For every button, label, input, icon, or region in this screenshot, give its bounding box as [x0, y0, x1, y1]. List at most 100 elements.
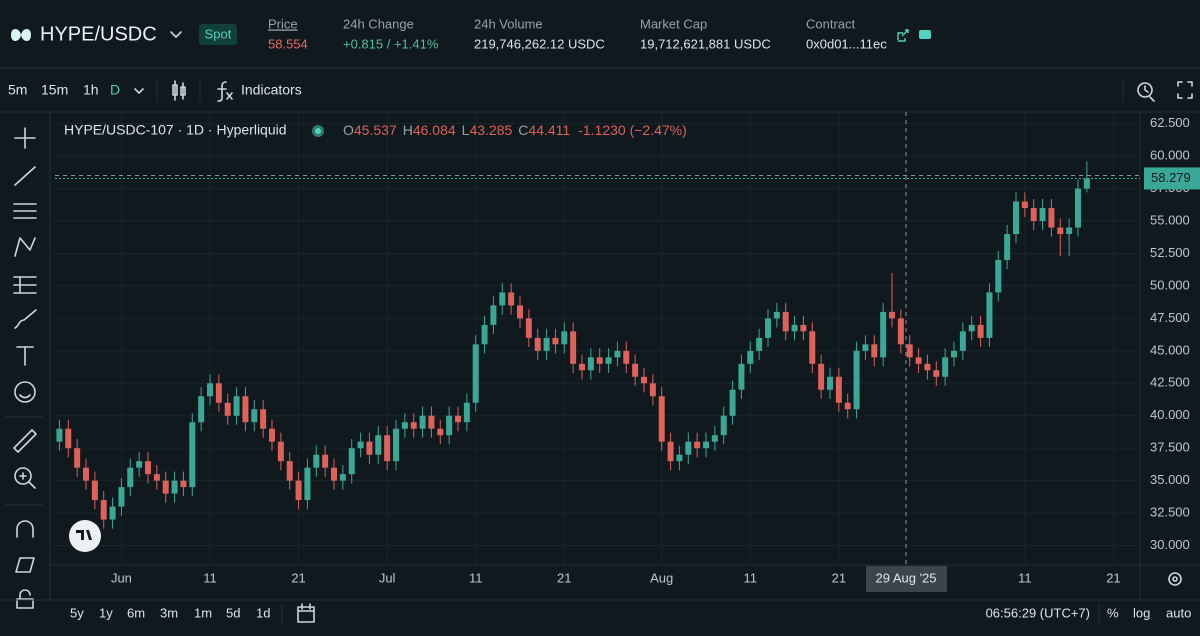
- y-tick-label: 32.500: [1150, 505, 1190, 520]
- candle-body: [490, 305, 497, 325]
- forecast-tool[interactable]: [13, 276, 37, 294]
- emoji-tool[interactable]: [14, 381, 36, 403]
- indicators-button[interactable]: Indicators: [241, 82, 302, 98]
- candle-body: [153, 474, 160, 481]
- x-tick-label: 21: [291, 570, 305, 585]
- chart-type-icon[interactable]: [172, 80, 186, 101]
- candle-body: [614, 350, 621, 358]
- chart-legend-title: HYPE/USDC-107 · 1D · Hyperliquid: [64, 122, 287, 138]
- fib-tool[interactable]: [13, 203, 37, 219]
- y-tick-label: 62.500: [1150, 115, 1190, 130]
- auto-toggle[interactable]: auto: [1166, 605, 1191, 620]
- candle-body: [339, 474, 346, 481]
- candle-body: [74, 448, 81, 468]
- external-link-icon[interactable]: [897, 29, 909, 42]
- clock[interactable]: 06:56:29 (UTC+7): [986, 605, 1090, 620]
- stat-label: Contract: [806, 16, 856, 31]
- candle-body: [676, 454, 683, 462]
- crosshair-tool[interactable]: [14, 127, 36, 149]
- range-button[interactable]: 5d: [226, 605, 240, 620]
- candle-body: [1030, 208, 1037, 222]
- candle-body: [472, 344, 479, 403]
- settings-icon[interactable]: [1168, 572, 1182, 586]
- range-button[interactable]: 1m: [194, 605, 212, 620]
- candle-body: [56, 428, 63, 442]
- stat-value[interactable]: 0x0d01...11ec: [806, 36, 887, 51]
- y-tick-label: 40.000: [1150, 407, 1190, 422]
- candle-body: [933, 370, 940, 377]
- candle-body: [224, 402, 231, 416]
- interval[interactable]: 15m: [41, 82, 68, 98]
- candle-body: [65, 428, 72, 449]
- pattern-tool[interactable]: [14, 237, 36, 257]
- wallet-icon[interactable]: [919, 30, 931, 39]
- interval[interactable]: 5m: [8, 82, 27, 98]
- candle-body: [171, 480, 178, 494]
- zoom-tool[interactable]: [14, 467, 36, 489]
- candle-body: [720, 415, 727, 436]
- percent-toggle[interactable]: %: [1107, 605, 1119, 620]
- range-button[interactable]: 1d: [256, 605, 270, 620]
- candle-body: [277, 441, 284, 462]
- ohlc-legend: O45.537 H46.084 L43.285 C44.411 -1.1230 (−2.…: [343, 122, 687, 138]
- candle-body: [782, 311, 789, 332]
- candle-body: [995, 259, 1002, 293]
- ohlc-change: -1.1230 (−2.47%): [578, 122, 687, 138]
- candle-body: [906, 344, 913, 358]
- pair-name[interactable]: HYPE/USDC: [40, 23, 157, 45]
- interval[interactable]: 1h: [83, 82, 99, 98]
- candle-body: [800, 324, 807, 332]
- goto-date-icon[interactable]: [297, 603, 315, 623]
- tradingview-logo[interactable]: [69, 520, 101, 552]
- interval-chevron[interactable]: [134, 88, 144, 94]
- crosshair-date: 29 Aug '25: [875, 570, 936, 585]
- x-tick-label: 11: [469, 570, 483, 585]
- ruler-tool[interactable]: [13, 429, 37, 453]
- ohlc-key: O: [343, 122, 354, 138]
- interval-active[interactable]: D: [110, 82, 120, 98]
- candle-body: [570, 331, 577, 364]
- ohlc-key: L: [462, 122, 470, 138]
- fullscreen-icon[interactable]: [1177, 81, 1193, 99]
- magnet-tool[interactable]: [16, 520, 34, 538]
- lock-draw-tool[interactable]: [15, 557, 35, 573]
- trendline-tool[interactable]: [14, 166, 36, 186]
- candle-body: [1048, 208, 1055, 228]
- range-button[interactable]: 5y: [70, 605, 84, 620]
- range-button[interactable]: 1y: [99, 605, 113, 620]
- brush-tool[interactable]: [14, 309, 37, 329]
- log-toggle[interactable]: log: [1133, 605, 1150, 620]
- x-tick-label: Jul: [379, 570, 396, 585]
- candle-body: [747, 350, 754, 364]
- candle-body: [658, 396, 665, 442]
- y-tick-label: 35.000: [1150, 472, 1190, 487]
- logo: [11, 28, 31, 42]
- stat-label: 24h Volume: [474, 16, 543, 31]
- text-tool[interactable]: [16, 346, 34, 366]
- candle-body: [313, 454, 320, 468]
- candle-body: [207, 383, 213, 397]
- pair-chevron[interactable]: [170, 31, 182, 38]
- candle-body: [897, 318, 904, 345]
- stat-value: 58.554: [268, 36, 308, 51]
- x-tick-label: 21: [832, 570, 846, 585]
- candle-body: [198, 396, 205, 423]
- candle-body: [773, 311, 780, 319]
- y-tick-label: 50.000: [1150, 277, 1190, 292]
- candle-body: [463, 402, 470, 423]
- plot-area: [55, 112, 1140, 565]
- candle-body: [685, 441, 692, 455]
- indicators-icon[interactable]: [217, 81, 233, 102]
- candle-body: [331, 467, 337, 481]
- candle-body: [641, 376, 647, 384]
- lock-tool[interactable]: [16, 589, 34, 609]
- y-tick-label: 42.500: [1150, 375, 1190, 390]
- range-button[interactable]: 3m: [160, 605, 178, 620]
- candle-body: [1075, 188, 1081, 228]
- candle-body: [649, 383, 656, 397]
- alert-icon[interactable]: [1137, 82, 1155, 102]
- x-tick-label: 21: [1106, 570, 1120, 585]
- ohlc-value: 45.537: [354, 122, 397, 138]
- range-button[interactable]: 6m: [127, 605, 145, 620]
- candle-body: [765, 318, 771, 338]
